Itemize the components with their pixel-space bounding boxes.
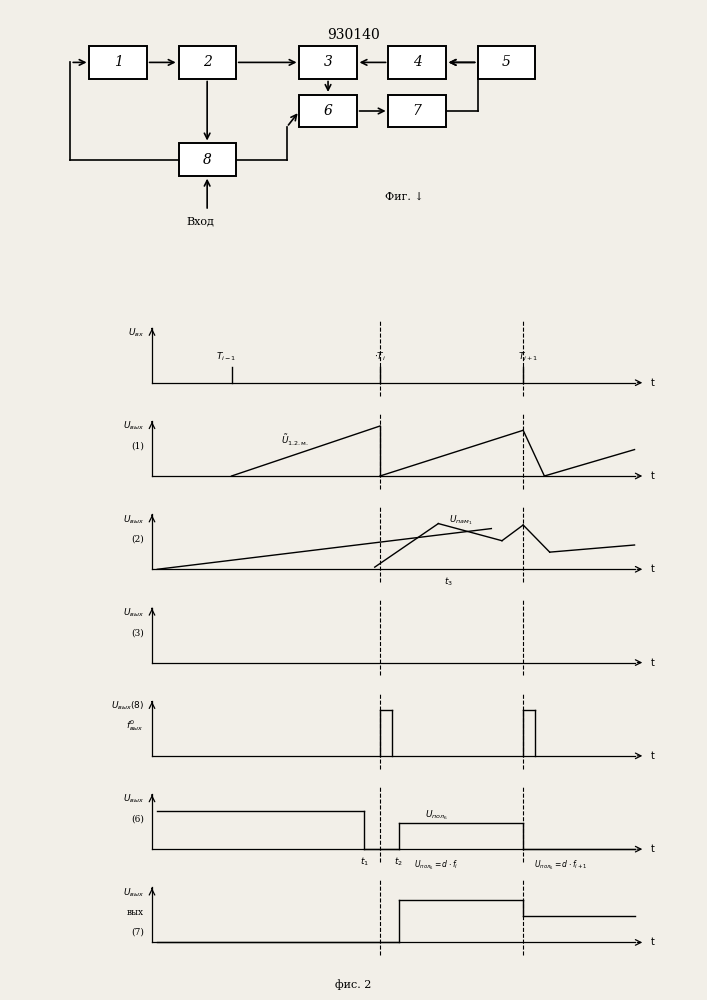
Text: t: t [650,658,654,668]
Bar [389,46,446,79]
Text: $T_{i+1}$: $T_{i+1}$ [518,350,539,363]
Text: $\tilde{U}_{1.2.\text{м.}}$: $\tilde{U}_{1.2.\text{м.}}$ [281,433,309,448]
Text: $t_2$: $t_2$ [394,856,403,868]
Text: $\cdot T_i$: $\cdot T_i$ [374,350,386,363]
Bar [300,95,357,127]
Text: t: t [650,471,654,481]
Text: $t_1$: $t_1$ [360,856,368,868]
Text: 1: 1 [114,55,122,69]
Text: $U_{вых}$: $U_{вых}$ [123,606,144,619]
Text: t: t [650,564,654,574]
Text: $U_{пам_1}$: $U_{пам_1}$ [449,513,473,527]
Bar [90,46,147,79]
Text: вых: вых [127,908,144,917]
Text: 930140: 930140 [327,28,380,42]
Text: $U_{вых}$: $U_{вых}$ [123,420,144,432]
Bar [179,143,236,176]
Text: $U_{вых}(8)$: $U_{вых}(8)$ [111,700,144,712]
Text: t: t [650,844,654,854]
Text: 4: 4 [413,55,421,69]
Text: 3: 3 [324,55,332,69]
Text: $U_{вых}$: $U_{вых}$ [123,886,144,899]
Text: Вход: Вход [187,216,215,226]
Text: $U_{пол_6}=d\cdot f_i$: $U_{пол_6}=d\cdot f_i$ [414,858,459,872]
Text: $f^0_{вых}$: $f^0_{вых}$ [127,718,144,733]
Text: $U_{вых}$: $U_{вых}$ [123,513,144,526]
Text: 8: 8 [203,153,211,167]
Text: 7: 7 [413,104,421,118]
Text: $t_3$: $t_3$ [445,575,453,587]
Text: Фиг. ↓: Фиг. ↓ [385,192,423,202]
Text: 5: 5 [502,55,510,69]
Text: 2: 2 [203,55,211,69]
Text: $U_{пол_6}$: $U_{пол_6}$ [425,809,448,822]
Text: (3): (3) [132,628,144,637]
Bar [478,46,535,79]
Text: (7): (7) [132,928,144,937]
Text: $U_{вх}$: $U_{вх}$ [128,326,144,339]
Text: $U_{пол_6}=d\cdot f_{i+1}$: $U_{пол_6}=d\cdot f_{i+1}$ [534,858,588,872]
Text: $T_{i-1}$: $T_{i-1}$ [216,350,236,363]
Bar [179,46,236,79]
Text: (6): (6) [132,815,144,824]
Text: t: t [650,378,654,388]
Text: (2): (2) [132,535,144,544]
Text: (1): (1) [132,442,144,450]
Bar [389,95,446,127]
Text: t: t [650,751,654,761]
Text: $U_{вых}$: $U_{вых}$ [123,793,144,805]
Text: фис. 2: фис. 2 [335,979,372,990]
Bar [300,46,357,79]
Text: t: t [650,937,654,947]
Text: 6: 6 [324,104,332,118]
